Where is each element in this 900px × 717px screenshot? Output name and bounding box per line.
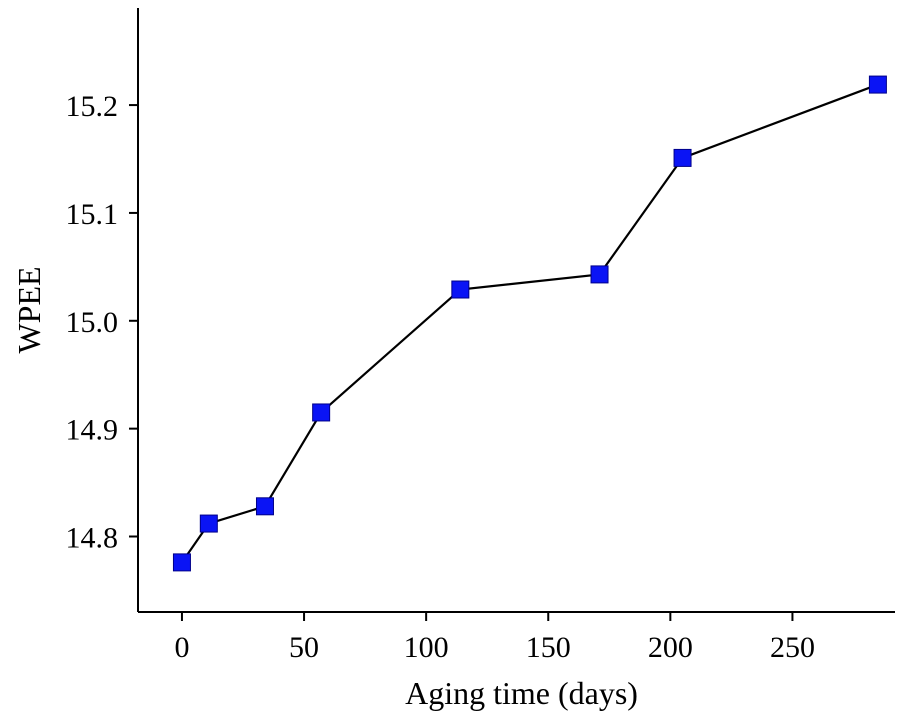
x-axis-title: Aging time (days) (405, 675, 638, 711)
x-tick-label: 50 (289, 631, 319, 664)
x-tick-label: 150 (526, 631, 571, 664)
y-tick-label: 14.8 (66, 522, 119, 555)
x-tick-label: 0 (174, 631, 189, 664)
x-axis-ticks: 0 50 100 150 200 250 (174, 612, 815, 664)
y-tick-label: 15.1 (66, 198, 119, 231)
x-tick-label: 100 (404, 631, 449, 664)
x-tick-label: 250 (770, 631, 815, 664)
data-point-marker (868, 75, 887, 94)
data-point-marker (590, 265, 609, 284)
series-layer (172, 75, 887, 572)
x-tick-label: 200 (648, 631, 693, 664)
data-point-marker (199, 514, 218, 533)
data-point-marker (673, 148, 692, 167)
data-point-marker (451, 280, 470, 299)
data-point-marker (172, 553, 191, 572)
y-tick-label: 15.2 (66, 90, 119, 123)
data-point-marker (312, 403, 331, 422)
y-tick-label: 15.0 (66, 306, 119, 339)
series-line (181, 83, 879, 564)
chart-axes (137, 8, 895, 613)
data-point-marker (255, 497, 274, 516)
y-axis-ticks: 14.8 14.9 15.0 15.1 15.2 (66, 90, 138, 555)
y-axis-title: WPEE (11, 266, 47, 353)
y-tick-label: 14.9 (66, 414, 119, 447)
